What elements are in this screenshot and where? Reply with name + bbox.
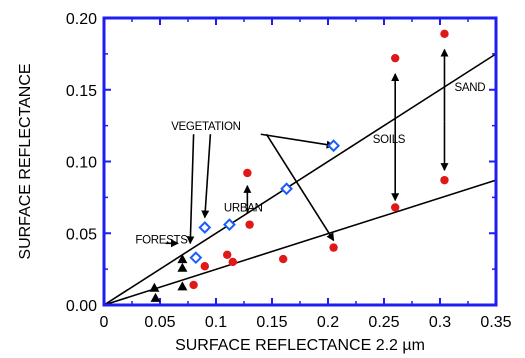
- y-tick-label: 0.20: [66, 11, 97, 28]
- y-tick-label: 0.15: [66, 83, 97, 100]
- fit-line: [103, 179, 497, 306]
- y-axis-title: SURFACE REFLECTANCE: [17, 63, 34, 259]
- annotation-arrow: [186, 134, 195, 245]
- annotation-label: FORESTS: [135, 234, 188, 246]
- circle-point: [440, 29, 449, 38]
- x-axis-title: SURFACE REFLECTANCE 2.2 µm: [175, 337, 425, 354]
- ticks-layer: [103, 17, 497, 306]
- plot-frame: [102, 16, 498, 307]
- diamond-point: [280, 182, 293, 196]
- circle-point: [223, 250, 232, 259]
- x-tick-label: 0.3: [429, 314, 451, 331]
- annotation-label: VEGETATION: [171, 121, 240, 133]
- diamond-point: [189, 251, 203, 265]
- annotation-arrow: [201, 134, 212, 219]
- fit-lines-layer: [103, 53, 497, 306]
- arrows-layer: [165, 48, 449, 248]
- circle-point: [440, 175, 449, 185]
- x-tick-label: 0.1: [205, 314, 227, 331]
- labels-layer: 0 0.05 0.1 0.15 0.2 0.25 0.3 0.35 0.00 0.05 0.10 0.…: [66, 11, 512, 331]
- circle-point: [329, 243, 338, 252]
- annotation-arrow: [265, 133, 335, 242]
- circle-point: [243, 168, 252, 178]
- circle-point: [391, 203, 400, 212]
- circle-point: [279, 254, 288, 264]
- y-tick-label: 0.05: [66, 226, 97, 243]
- triangle-point: [177, 262, 188, 272]
- circle-point: [391, 53, 400, 63]
- fit-line: [103, 53, 497, 306]
- y-tick-label: 0.00: [66, 298, 97, 315]
- x-tick-label: 0.25: [368, 314, 399, 331]
- triangle-point: [149, 282, 160, 292]
- x-tick-label: 0.15: [256, 314, 287, 331]
- x-tick-label: 0.05: [144, 314, 175, 331]
- diamond-point: [198, 221, 212, 234]
- annotation-label: URBAN: [224, 203, 263, 215]
- triangle-point: [177, 254, 188, 264]
- diamond-point: [327, 139, 341, 153]
- annotation-label: SAND: [455, 82, 486, 94]
- circle-point: [228, 257, 237, 267]
- triangle-point: [150, 292, 161, 302]
- annotation-arrow: [260, 133, 335, 149]
- y-tick-label: 0.10: [66, 155, 97, 172]
- annotation-label: SOILS: [373, 134, 406, 146]
- points-layer: [149, 29, 449, 302]
- circle-point: [200, 262, 209, 271]
- circle-point: [189, 280, 198, 290]
- circle-point: [245, 220, 254, 229]
- x-tick-label: 0: [100, 314, 109, 331]
- diamond-point: [223, 218, 236, 232]
- x-tick-label: 0.2: [317, 314, 339, 331]
- x-tick-label: 0.35: [480, 314, 511, 331]
- triangle-point: [177, 281, 188, 291]
